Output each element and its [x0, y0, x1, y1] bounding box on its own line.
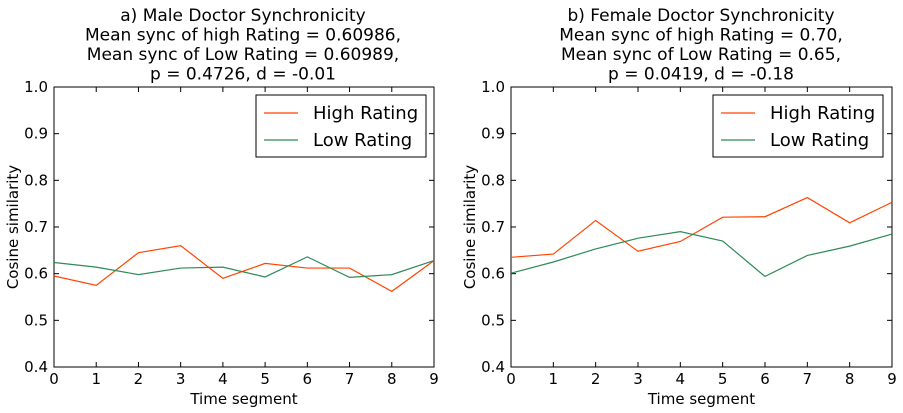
- y-tick-label: 0.9: [24, 125, 48, 143]
- chart-title-line: a) Male Doctor Synchronicity: [120, 6, 365, 26]
- y-tick-label: 0.5: [481, 311, 505, 329]
- y-tick-label: 1.0: [24, 78, 48, 96]
- series-line-low-rating: [53, 256, 435, 279]
- x-tick-label: 7: [345, 370, 355, 388]
- y-tick-label: 0.8: [481, 171, 505, 189]
- legend-label: High Rating: [313, 103, 418, 124]
- y-axis-label: Cosine similarity: [461, 165, 479, 289]
- legend-label: High Rating: [770, 103, 875, 124]
- chart-title-line: Mean sync of high Rating = 0.60986,: [85, 26, 401, 46]
- legend-label: Low Rating: [313, 130, 412, 151]
- y-axis-label: Cosine similarity: [4, 165, 22, 289]
- y-tick-label: 0.4: [24, 358, 48, 376]
- x-tick-label: 0: [49, 370, 59, 388]
- x-tick-label: 4: [676, 370, 686, 388]
- x-tick-label: 6: [760, 370, 770, 388]
- x-tick-label: 1: [91, 370, 101, 388]
- x-axis-label: Time segment: [647, 390, 755, 408]
- series-line-high-rating: [510, 196, 893, 258]
- series-line-low-rating: [510, 231, 893, 278]
- chart-title-line: Mean sync of high Rating = 0.70,: [559, 26, 843, 46]
- chart-title-line: Mean sync of Low Rating = 0.65,: [561, 45, 841, 65]
- x-tick-label: 2: [591, 370, 601, 388]
- y-tick-label: 0.6: [24, 265, 48, 283]
- y-tick-label: 0.9: [481, 125, 505, 143]
- chart-title-line: b) Female Doctor Synchronicity: [567, 6, 834, 26]
- legend-box: [255, 94, 427, 158]
- x-tick-label: 9: [887, 370, 897, 388]
- series-line-high-rating: [53, 245, 435, 293]
- x-axis-label: Time segment: [189, 390, 297, 408]
- x-tick-label: 5: [260, 370, 270, 388]
- y-tick-label: 0.5: [24, 311, 48, 329]
- x-tick-label: 8: [845, 370, 855, 388]
- x-tick-label: 8: [387, 370, 397, 388]
- legend-label: Low Rating: [770, 130, 869, 151]
- y-tick-label: 0.6: [481, 265, 505, 283]
- y-tick-label: 1.0: [481, 78, 505, 96]
- x-tick-label: 6: [303, 370, 313, 388]
- x-tick-label: 0: [506, 370, 516, 388]
- x-tick-label: 4: [218, 370, 228, 388]
- y-tick-label: 0.7: [24, 218, 48, 236]
- y-tick-label: 0.8: [24, 171, 48, 189]
- x-tick-label: 2: [134, 370, 144, 388]
- chart-title-line: p = 0.0419, d = -0.18: [608, 65, 794, 85]
- chart-title-line: p = 0.4726, d = -0.01: [150, 65, 336, 85]
- x-tick-label: 1: [549, 370, 559, 388]
- x-tick-label: 5: [718, 370, 728, 388]
- legend: High Rating Low Rating: [712, 94, 884, 158]
- legend: High Rating Low Rating: [255, 94, 427, 158]
- x-tick-label: 9: [429, 370, 439, 388]
- x-tick-label: 3: [176, 370, 186, 388]
- legend-box: [712, 94, 884, 158]
- y-tick-label: 0.7: [481, 218, 505, 236]
- x-tick-label: 7: [803, 370, 813, 388]
- y-tick-label: 0.4: [481, 358, 505, 376]
- x-tick-label: 3: [633, 370, 643, 388]
- chart-title-line: Mean sync of Low Rating = 0.60989,: [87, 45, 399, 65]
